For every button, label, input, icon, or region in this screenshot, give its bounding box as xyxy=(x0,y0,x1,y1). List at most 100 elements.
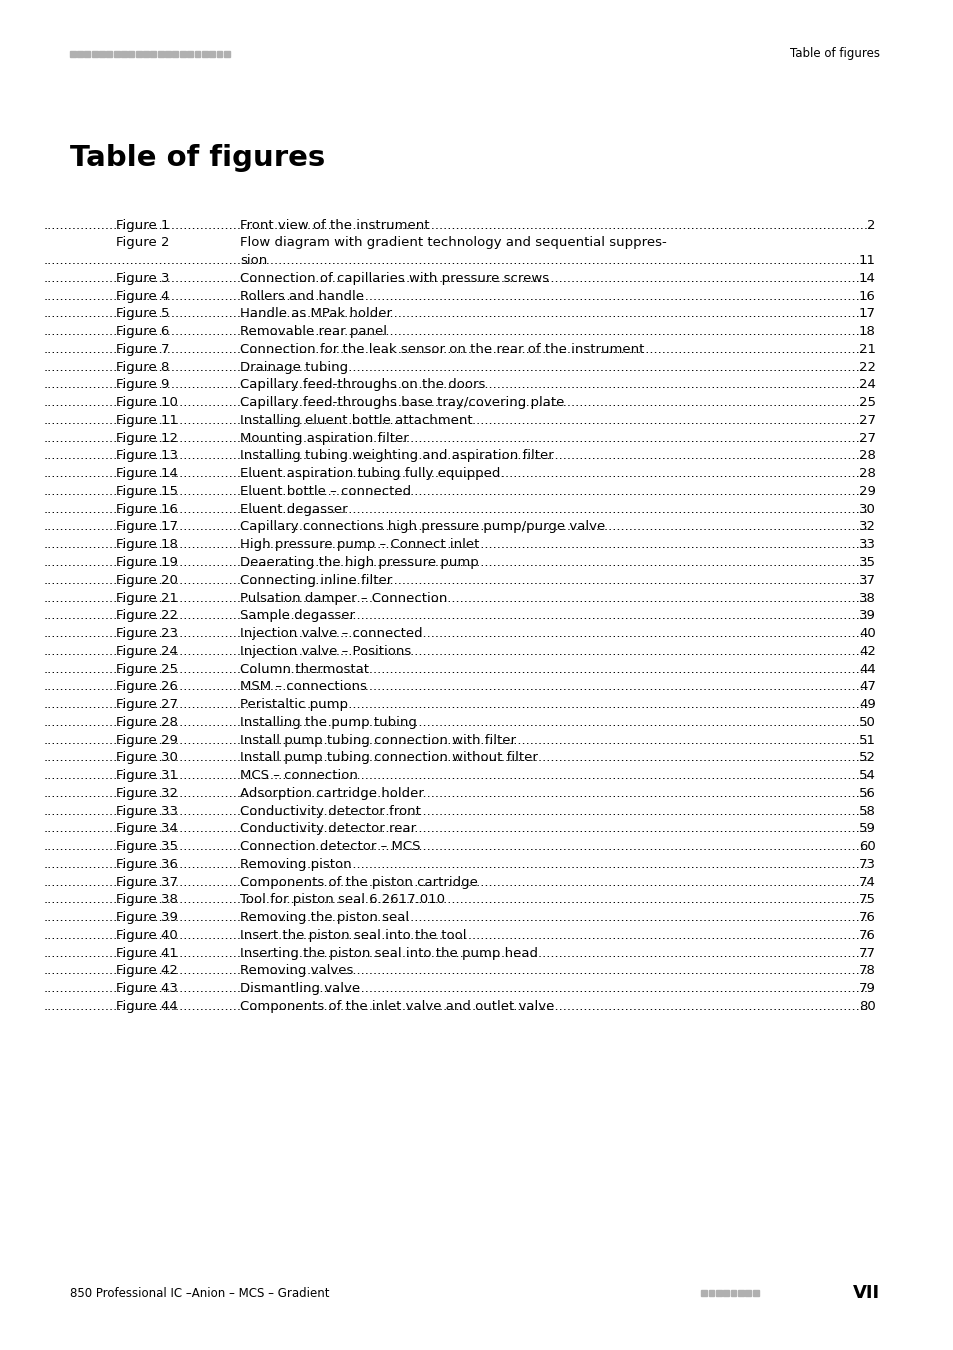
Bar xyxy=(70,51,75,57)
Text: 50: 50 xyxy=(858,716,875,729)
Text: Installing eluent bottle attachment: Installing eluent bottle attachment xyxy=(240,414,473,427)
Text: Figure 3: Figure 3 xyxy=(116,271,170,285)
Text: ................................................................................: ........................................… xyxy=(43,254,867,267)
Text: Figure 34: Figure 34 xyxy=(116,822,178,836)
Text: Figure 17: Figure 17 xyxy=(116,521,178,533)
Bar xyxy=(722,1291,728,1296)
Text: Adsorption cartridge holder: Adsorption cartridge holder xyxy=(240,787,424,799)
Text: Connection for the leak sensor on the rear of the instrument: Connection for the leak sensor on the re… xyxy=(240,343,644,356)
Text: Connecting inline filter: Connecting inline filter xyxy=(240,574,393,587)
Text: Figure 24: Figure 24 xyxy=(116,645,178,657)
Text: ................................................................................: ........................................… xyxy=(43,378,867,392)
Text: 28: 28 xyxy=(858,450,875,463)
Bar xyxy=(151,51,156,57)
Text: 27: 27 xyxy=(858,414,875,427)
Text: Handle as MPak holder: Handle as MPak holder xyxy=(240,308,392,320)
Text: 37: 37 xyxy=(858,574,875,587)
Text: 850 Professional IC –Anion – MCS – Gradient: 850 Professional IC –Anion – MCS – Gradi… xyxy=(70,1287,329,1300)
Text: ................................................................................: ........................................… xyxy=(43,857,867,871)
Text: ................................................................................: ........................................… xyxy=(43,805,867,818)
Text: Figure 9: Figure 9 xyxy=(116,378,170,392)
Text: ................................................................................: ........................................… xyxy=(43,467,867,481)
Text: 56: 56 xyxy=(858,787,875,799)
Text: Components of the piston cartridge: Components of the piston cartridge xyxy=(240,876,477,888)
Text: Figure 43: Figure 43 xyxy=(116,981,178,995)
Text: Figure 20: Figure 20 xyxy=(116,574,178,587)
Text: Table of figures: Table of figures xyxy=(70,144,325,173)
Text: 49: 49 xyxy=(858,698,875,711)
Text: Figure 36: Figure 36 xyxy=(116,857,178,871)
Text: Figure 8: Figure 8 xyxy=(116,360,170,374)
Text: 42: 42 xyxy=(858,645,875,657)
Bar xyxy=(77,51,83,57)
Text: Connection detector – MCS: Connection detector – MCS xyxy=(240,840,420,853)
Text: 54: 54 xyxy=(858,769,875,782)
Text: Figure 30: Figure 30 xyxy=(116,751,178,764)
Bar xyxy=(143,51,149,57)
Text: 21: 21 xyxy=(858,343,875,356)
Text: 30: 30 xyxy=(858,502,875,516)
Bar xyxy=(737,1291,743,1296)
Text: Figure 13: Figure 13 xyxy=(116,450,178,463)
Text: Injection valve – connected: Injection valve – connected xyxy=(240,626,422,640)
Text: Installing the pump tubing: Installing the pump tubing xyxy=(240,716,416,729)
Bar xyxy=(187,51,193,57)
Bar xyxy=(752,1291,758,1296)
Text: ................................................................................: ........................................… xyxy=(43,698,867,711)
Text: Rollers and handle: Rollers and handle xyxy=(240,290,364,302)
Text: 29: 29 xyxy=(858,485,875,498)
Text: ................................................................................: ........................................… xyxy=(43,556,867,568)
Text: 32: 32 xyxy=(858,521,875,533)
Text: ................................................................................: ........................................… xyxy=(43,271,867,285)
Text: Deaerating the high pressure pump: Deaerating the high pressure pump xyxy=(240,556,478,568)
Text: Installing tubing weighting and aspiration filter: Installing tubing weighting and aspirati… xyxy=(240,450,554,463)
Text: ................................................................................: ........................................… xyxy=(43,680,867,694)
Text: Figure 14: Figure 14 xyxy=(116,467,178,481)
Text: Install pump tubing connection with filter: Install pump tubing connection with filt… xyxy=(240,733,516,747)
Text: ................................................................................: ........................................… xyxy=(43,290,867,302)
Text: ................................................................................: ........................................… xyxy=(43,876,867,888)
Text: Figure 29: Figure 29 xyxy=(116,733,178,747)
Bar xyxy=(730,1291,736,1296)
Text: ................................................................................: ........................................… xyxy=(43,450,867,463)
Text: 24: 24 xyxy=(858,378,875,392)
Text: Figure 39: Figure 39 xyxy=(116,911,178,923)
Text: Figure 42: Figure 42 xyxy=(116,964,178,977)
Text: 78: 78 xyxy=(858,964,875,977)
Text: Table of figures: Table of figures xyxy=(789,47,879,61)
Text: Conductivity detector front: Conductivity detector front xyxy=(240,805,421,818)
Text: ................................................................................: ........................................… xyxy=(43,626,867,640)
Text: 76: 76 xyxy=(858,911,875,923)
Bar xyxy=(165,51,171,57)
Text: ................................................................................: ........................................… xyxy=(43,343,867,356)
Bar xyxy=(224,51,230,57)
Text: Removing piston: Removing piston xyxy=(240,857,352,871)
Text: 76: 76 xyxy=(858,929,875,942)
Text: ................................................................................: ........................................… xyxy=(43,360,867,374)
Text: sion: sion xyxy=(240,254,268,267)
Text: ................................................................................: ........................................… xyxy=(43,502,867,516)
Text: Components of the inlet valve and outlet valve: Components of the inlet valve and outlet… xyxy=(240,1000,555,1012)
Text: Figure 21: Figure 21 xyxy=(116,591,178,605)
Text: ................................................................................: ........................................… xyxy=(43,609,867,622)
Text: 40: 40 xyxy=(858,626,875,640)
Text: 27: 27 xyxy=(858,432,875,444)
Text: Eluent bottle – connected: Eluent bottle – connected xyxy=(240,485,411,498)
Text: 39: 39 xyxy=(858,609,875,622)
Text: ................................................................................: ........................................… xyxy=(43,769,867,782)
Bar xyxy=(216,51,222,57)
Text: ................................................................................: ........................................… xyxy=(43,645,867,657)
Text: Front view of the instrument: Front view of the instrument xyxy=(240,219,430,232)
Text: ................................................................................: ........................................… xyxy=(43,574,867,587)
Text: 51: 51 xyxy=(858,733,875,747)
Text: ................................................................................: ........................................… xyxy=(43,733,867,747)
Text: 33: 33 xyxy=(858,539,875,551)
Text: Capillary feed-throughs base tray/covering plate: Capillary feed-throughs base tray/coveri… xyxy=(240,397,564,409)
Text: Dismantling valve: Dismantling valve xyxy=(240,981,360,995)
Bar xyxy=(744,1291,750,1296)
Text: Drainage tubing: Drainage tubing xyxy=(240,360,348,374)
Text: Injection valve – Positions: Injection valve – Positions xyxy=(240,645,412,657)
Text: 17: 17 xyxy=(858,308,875,320)
Text: MSM – connections: MSM – connections xyxy=(240,680,367,694)
Text: Figure 6: Figure 6 xyxy=(116,325,170,339)
